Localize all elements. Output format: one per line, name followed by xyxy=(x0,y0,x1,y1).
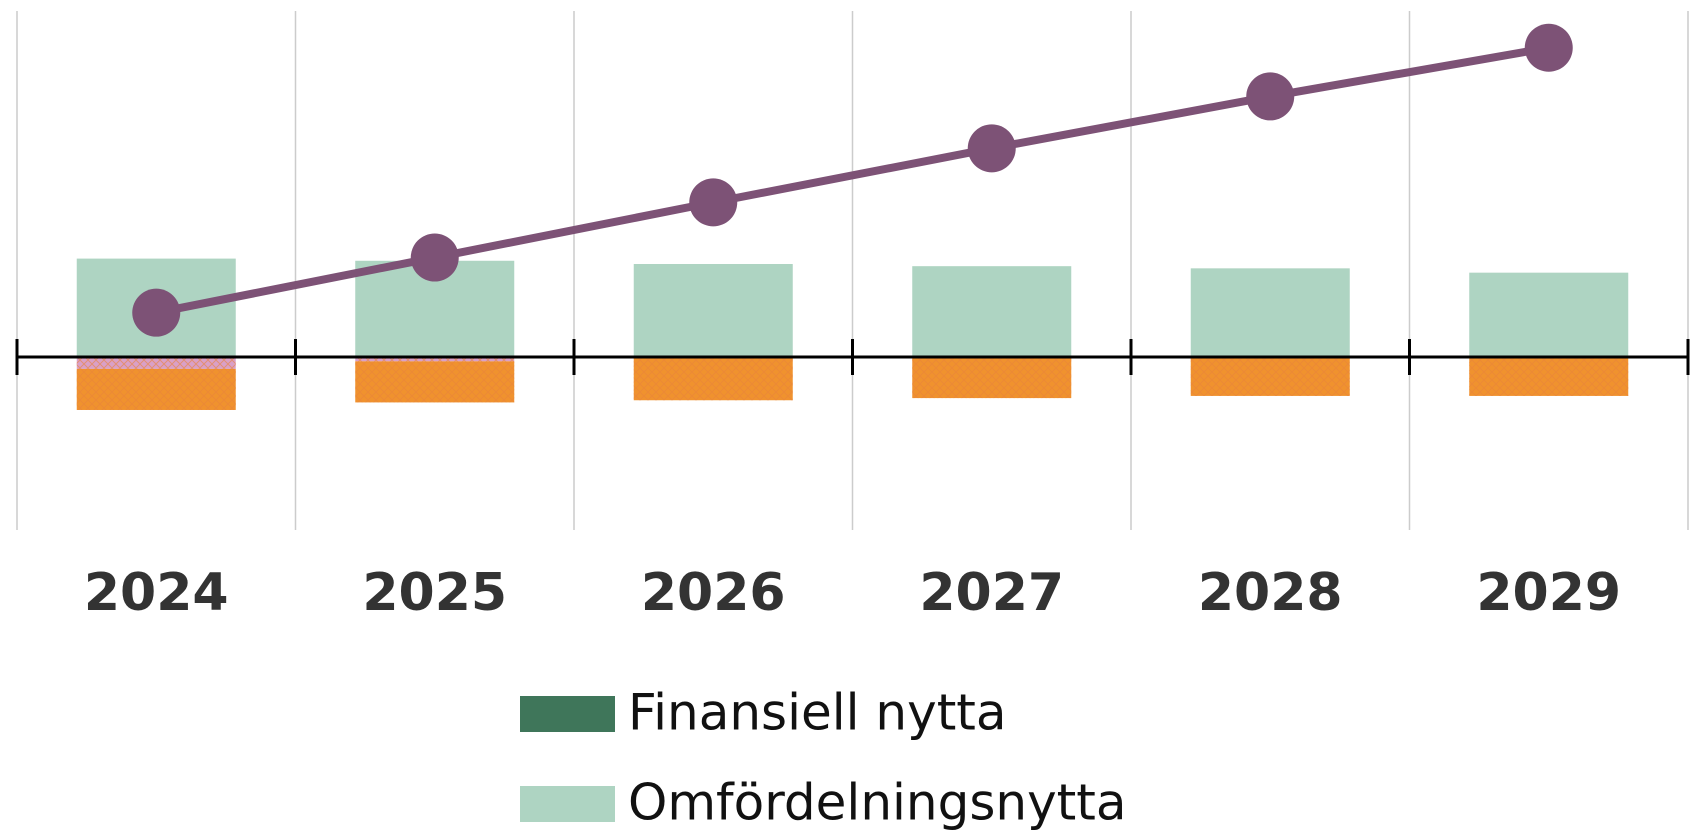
x-tick-label: 2024 xyxy=(84,563,229,623)
line-point xyxy=(132,288,181,337)
x-tick-label: 2025 xyxy=(362,563,507,623)
x-tick-label: 2028 xyxy=(1198,563,1343,623)
bar xyxy=(1469,272,1629,357)
line-point xyxy=(1524,23,1573,72)
bar xyxy=(633,264,793,357)
legend-label: Finansiell nytta xyxy=(628,684,1007,742)
x-tick-label: 2029 xyxy=(1476,563,1621,623)
x-tick-label: 2026 xyxy=(641,563,786,623)
line-point xyxy=(1246,72,1295,121)
bar-hatch xyxy=(355,361,515,403)
bar-hatch xyxy=(1190,357,1350,396)
bar xyxy=(1190,268,1350,357)
bar-hatch xyxy=(633,357,793,401)
bar-hatch xyxy=(355,357,515,362)
bar-hatch xyxy=(76,357,236,369)
bar-hatch xyxy=(1469,357,1629,396)
bar-hatch xyxy=(76,368,236,410)
legend-swatch xyxy=(520,696,615,732)
bar-hatch xyxy=(912,357,1072,399)
legend-label: Omfördelningsnytta xyxy=(628,774,1127,832)
line xyxy=(155,43,1550,317)
line-point xyxy=(410,233,459,282)
bar xyxy=(912,266,1072,357)
x-tick-label: 2027 xyxy=(919,563,1064,623)
line-point xyxy=(967,124,1016,173)
line-point xyxy=(689,178,738,227)
legend-swatch xyxy=(520,786,615,822)
